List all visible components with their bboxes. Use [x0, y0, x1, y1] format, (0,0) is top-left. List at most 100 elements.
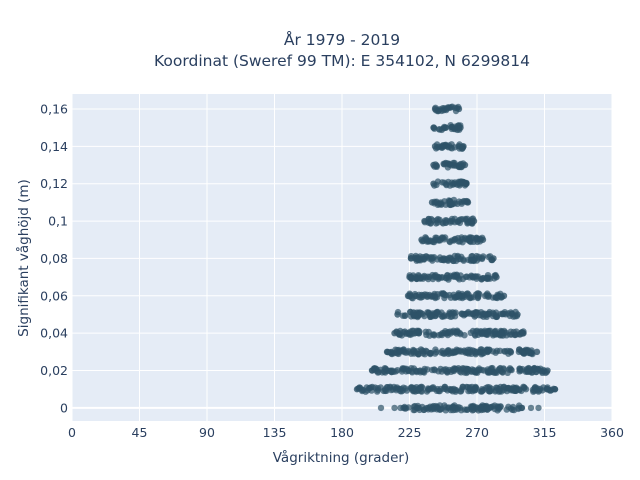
data-point: [507, 328, 514, 335]
data-point: [466, 385, 473, 392]
data-point: [437, 331, 444, 338]
data-point: [475, 365, 483, 372]
data-point: [427, 313, 434, 320]
data-point: [391, 329, 398, 337]
data-point: [506, 365, 514, 372]
data-point: [407, 308, 414, 316]
data-point: [457, 366, 464, 373]
data-point: [499, 368, 506, 376]
data-point: [457, 124, 464, 131]
y-tick-label: 0,16: [40, 101, 68, 116]
data-point: [422, 274, 430, 281]
data-point: [421, 217, 428, 225]
x-tick-label: 0: [68, 425, 76, 440]
data-point: [417, 274, 424, 281]
data-point: [407, 384, 414, 392]
data-point: [435, 237, 442, 244]
chart-title: År 1979 - 2019: [284, 30, 400, 49]
data-point: [514, 311, 521, 318]
data-point: [544, 367, 551, 374]
data-point: [432, 402, 439, 410]
data-point: [451, 125, 458, 133]
data-point: [461, 347, 468, 354]
data-point: [453, 328, 460, 336]
data-point: [425, 328, 432, 336]
data-point: [467, 257, 475, 265]
data-point: [510, 384, 517, 391]
data-point: [388, 386, 395, 394]
data-point: [431, 143, 439, 150]
data-point: [472, 273, 479, 280]
data-point: [446, 104, 453, 112]
data-point: [455, 292, 463, 300]
data-point: [442, 407, 449, 414]
data-point: [496, 347, 504, 354]
data-point: [481, 310, 488, 317]
data-point: [478, 351, 485, 358]
data-point: [465, 294, 473, 301]
data-point: [368, 387, 375, 394]
data-point: [419, 253, 427, 261]
data-point: [415, 328, 422, 335]
points-layer: [353, 103, 559, 414]
data-point: [486, 346, 493, 354]
chart-subtitle: Koordinat (Sweref 99 TM): E 354102, N 62…: [154, 52, 530, 70]
data-point: [441, 402, 448, 409]
data-point: [534, 365, 541, 372]
data-point: [440, 142, 447, 149]
data-point: [461, 406, 469, 413]
data-point: [464, 220, 471, 227]
data-point: [429, 271, 436, 279]
data-point: [484, 272, 492, 279]
x-tick-label: 225: [398, 425, 422, 440]
data-point: [494, 384, 501, 392]
data-point: [406, 273, 413, 281]
data-point: [471, 385, 479, 392]
data-point: [418, 236, 425, 243]
data-point: [383, 348, 391, 356]
data-point: [405, 404, 412, 411]
data-point: [353, 386, 361, 393]
data-point: [416, 309, 423, 316]
x-tick-label: 270: [465, 425, 489, 440]
data-point: [432, 220, 440, 227]
data-point: [447, 368, 455, 375]
data-point: [525, 368, 533, 375]
data-point: [466, 234, 473, 241]
data-point: [520, 329, 527, 337]
data-point: [405, 330, 412, 337]
data-point: [458, 178, 465, 185]
data-point: [428, 238, 435, 245]
data-point: [455, 105, 463, 113]
data-point: [401, 312, 408, 319]
data-point: [479, 236, 487, 243]
data-point: [442, 219, 449, 227]
data-point: [460, 310, 467, 318]
data-point: [407, 255, 415, 262]
data-point: [513, 331, 520, 338]
data-point: [478, 346, 485, 353]
data-point: [404, 292, 412, 300]
data-point: [441, 179, 448, 186]
data-point: [475, 253, 482, 260]
data-point: [454, 234, 462, 242]
data-point: [448, 215, 456, 223]
data-point: [401, 365, 408, 372]
data-point: [444, 164, 452, 171]
data-point: [465, 308, 472, 316]
x-tick-label: 90: [199, 425, 215, 440]
data-point: [483, 405, 490, 412]
data-point: [449, 404, 456, 411]
data-point: [446, 238, 453, 245]
data-point: [445, 144, 452, 151]
data-point: [430, 124, 437, 131]
outlier-point: [397, 404, 404, 412]
data-point: [438, 200, 445, 208]
data-point: [525, 349, 532, 356]
data-point: [510, 406, 518, 414]
data-point: [454, 253, 461, 261]
x-axis-label: Vågriktning (grader): [273, 449, 410, 466]
data-point: [491, 402, 498, 409]
data-point: [441, 294, 448, 302]
outlier-point: [377, 404, 385, 412]
